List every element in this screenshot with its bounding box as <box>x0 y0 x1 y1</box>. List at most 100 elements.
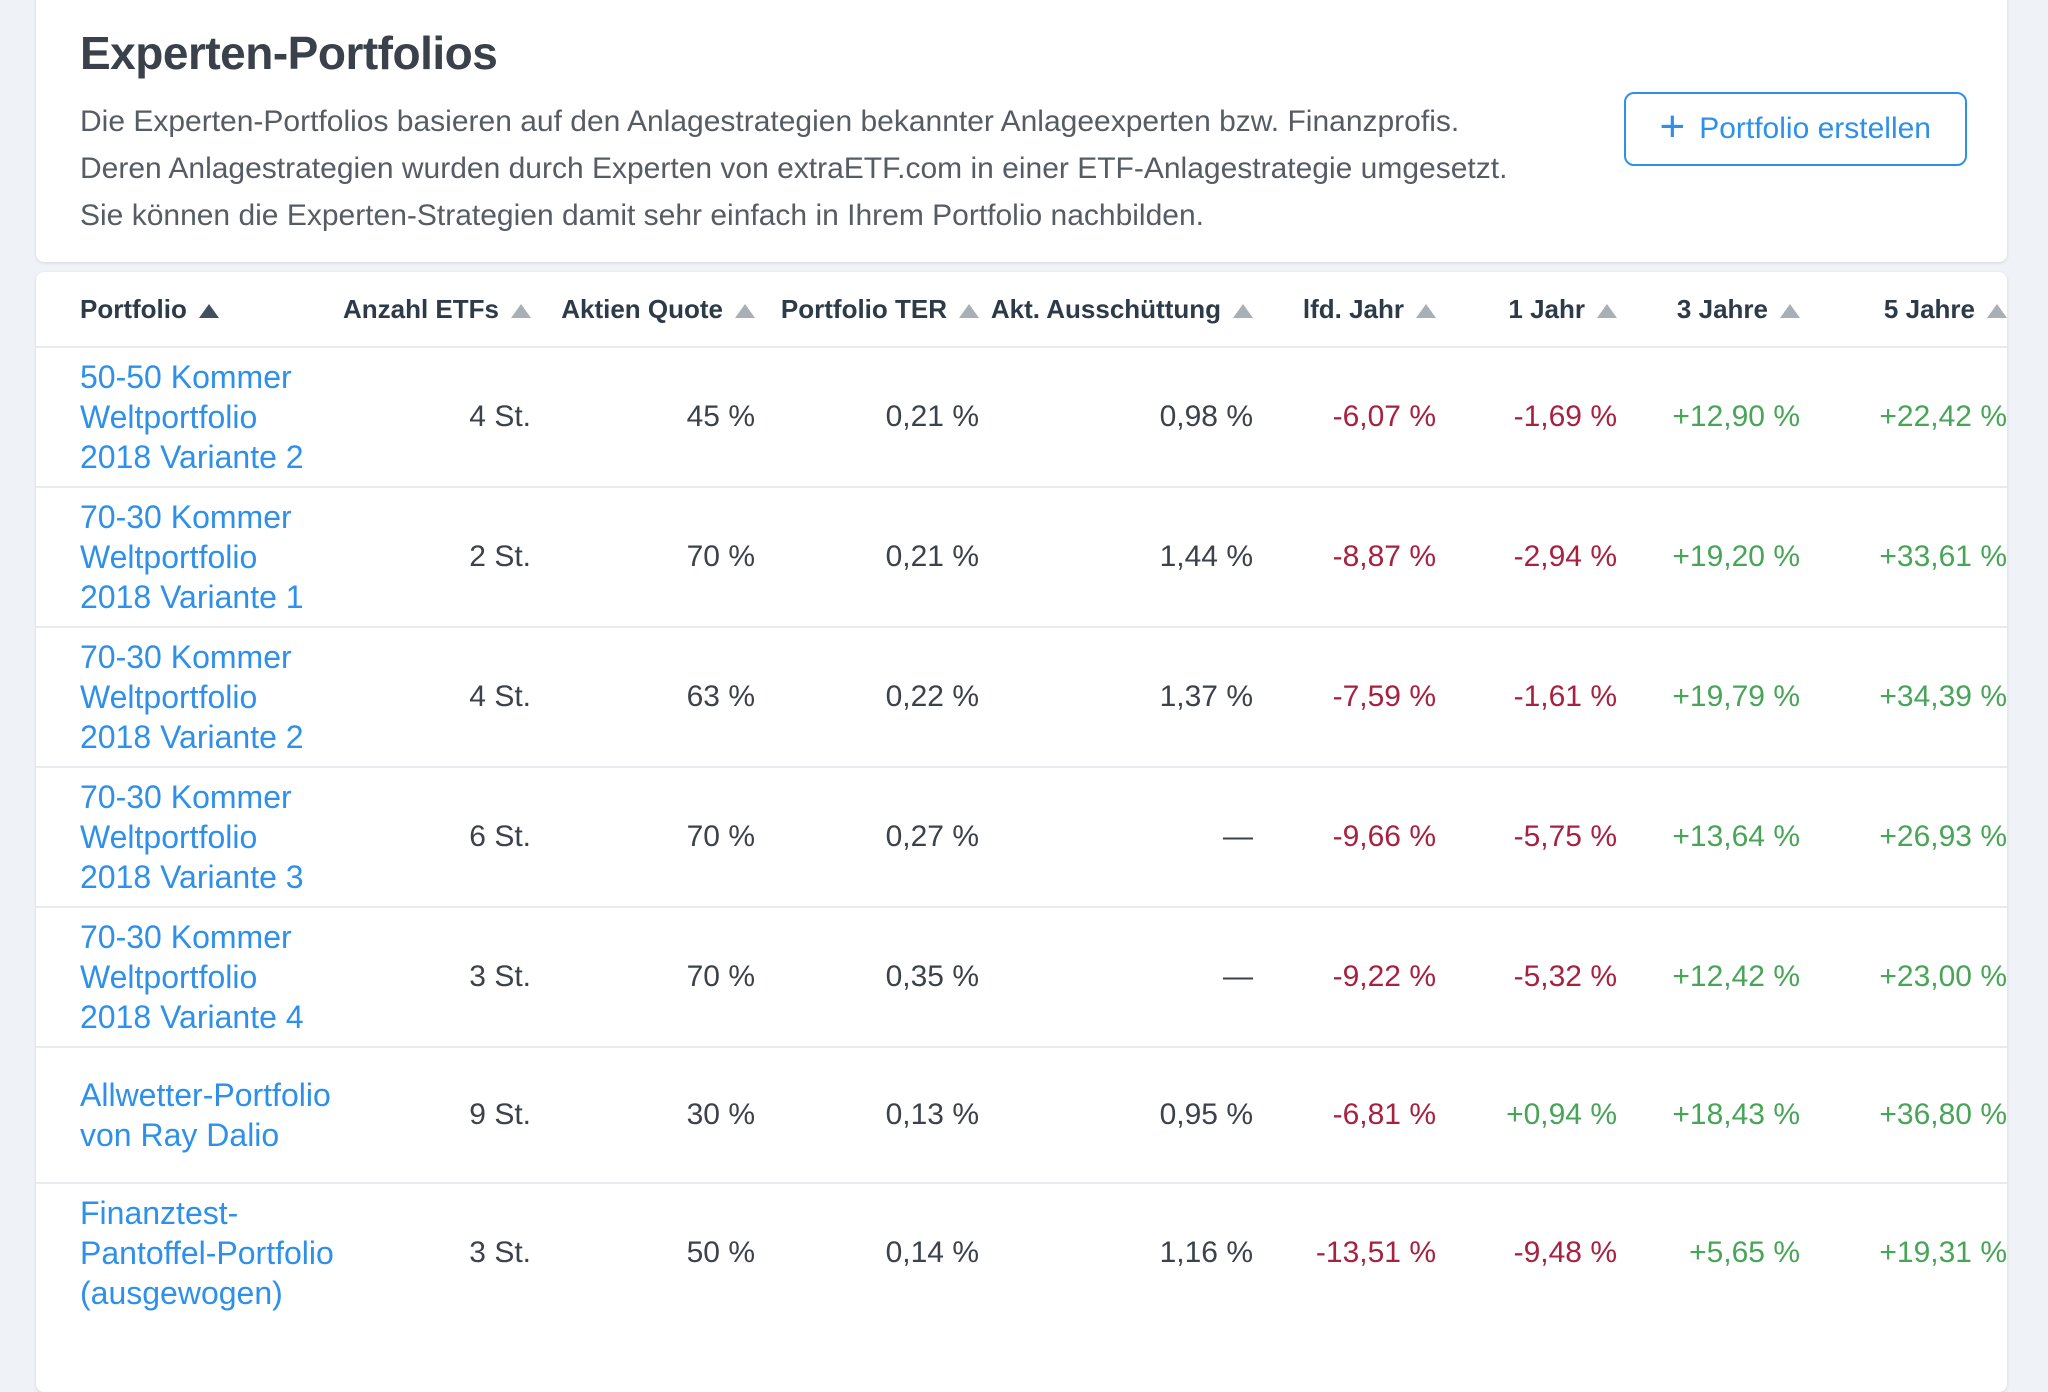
column-portfolio-label: Portfolio <box>80 293 187 324</box>
column-jahre-5[interactable]: 5 Jahre <box>1800 272 2007 347</box>
table-row: 50-50 Kommer Weltportfolio 2018 Variante… <box>36 347 2007 487</box>
jahre-3-cell: +18,43 % <box>1672 1098 1800 1131</box>
sort-asc-icon <box>959 303 979 318</box>
column-jahr-1[interactable]: 1 Jahr <box>1436 272 1617 347</box>
jahr-1-cell: -5,75 % <box>1513 820 1617 853</box>
intro-description-line: Sie können die Experten-Strategien damit… <box>80 199 1204 232</box>
ausschuettung-cell: — <box>1223 820 1253 853</box>
expert-portfolios-table: Portfolio Anzahl ETFs Aktien Quote Portf… <box>36 272 2007 1322</box>
jahr-1-cell: -1,69 % <box>1513 400 1617 433</box>
column-portfolio-ter[interactable]: Portfolio TER <box>755 272 979 347</box>
column-jahre-3[interactable]: 3 Jahre <box>1617 272 1800 347</box>
anzahl-etfs-cell: 2 St. <box>469 540 531 573</box>
portfolio-name-cell: 70-30 Kommer Weltportfolio 2018 Variante… <box>36 487 336 627</box>
sort-asc-icon <box>735 303 755 318</box>
intro-content: Experten-Portfolios Die Experten-Portfol… <box>36 0 2007 262</box>
lfd-jahr-cell: -6,07 % <box>1332 400 1436 433</box>
portfolio-name-cell: 70-30 Kommer Weltportfolio 2018 Variante… <box>36 767 336 907</box>
jahre-3-cell: +5,65 % <box>1689 1236 1800 1269</box>
portfolio-link[interactable]: 70-30 Kommer Weltportfolio 2018 Variante… <box>80 639 304 755</box>
column-akt-ausschuettung[interactable]: Akt. Ausschüttung <box>979 272 1253 347</box>
lfd-jahr-cell: -9,22 % <box>1332 960 1436 993</box>
anzahl-etfs-cell: 4 St. <box>469 680 531 713</box>
sort-asc-icon <box>1416 303 1436 318</box>
page-title: Experten-Portfolios <box>80 27 498 79</box>
lfd-jahr-cell: -9,66 % <box>1332 820 1436 853</box>
intro-description-line: Deren Anlagestrategien wurden durch Expe… <box>80 152 1508 185</box>
anzahl-etfs-cell: 3 St. <box>469 960 531 993</box>
aktien-quote-cell: 70 % <box>686 960 755 993</box>
aktien-quote-cell: 30 % <box>686 1098 755 1131</box>
portfolio-ter-cell: 0,22 % <box>885 680 979 713</box>
jahre-5-cell: +19,31 % <box>1879 1236 2007 1269</box>
column-portfolio-ter-label: Portfolio TER <box>780 293 947 324</box>
sort-asc-icon <box>511 303 531 318</box>
column-anzahl-etfs[interactable]: Anzahl ETFs <box>336 272 531 347</box>
jahre-5-cell: +34,39 % <box>1879 680 2007 713</box>
create-portfolio-button[interactable]: + Portfolio erstellen <box>1623 92 1967 166</box>
create-portfolio-button-label: Portfolio erstellen <box>1699 112 1931 145</box>
jahre-5-cell: +23,00 % <box>1879 960 2007 993</box>
sort-asc-icon <box>198 303 219 318</box>
column-akt-ausschuettung-label: Akt. Ausschüttung <box>990 293 1221 324</box>
column-aktien-quote-label: Aktien Quote <box>561 293 723 324</box>
portfolio-ter-cell: 0,21 % <box>885 400 979 433</box>
jahr-1-cell: -5,32 % <box>1513 960 1617 993</box>
portfolio-link[interactable]: 70-30 Kommer Weltportfolio 2018 Variante… <box>80 779 304 895</box>
anzahl-etfs-cell: 3 St. <box>469 1236 531 1269</box>
lfd-jahr-cell: -6,81 % <box>1332 1098 1436 1131</box>
portfolio-name-cell: Finanztest-Pantoffel-Portfolio (ausgewog… <box>36 1183 336 1322</box>
jahre-5-cell: +36,80 % <box>1879 1098 2007 1131</box>
jahr-1-cell: -1,61 % <box>1513 680 1617 713</box>
jahr-1-cell: -2,94 % <box>1513 540 1617 573</box>
table-row: Finanztest-Pantoffel-Portfolio (ausgewog… <box>36 1183 2007 1322</box>
jahre-3-cell: +12,42 % <box>1672 960 1800 993</box>
sort-asc-icon <box>1987 303 2007 318</box>
column-lfd-jahr[interactable]: lfd. Jahr <box>1253 272 1436 347</box>
jahre-3-cell: +19,20 % <box>1672 540 1800 573</box>
portfolio-link[interactable]: Allwetter-Portfolio von Ray Dalio <box>80 1077 331 1153</box>
portfolio-link[interactable]: 50-50 Kommer Weltportfolio 2018 Variante… <box>80 359 304 475</box>
table-row: 70-30 Kommer Weltportfolio 2018 Variante… <box>36 907 2007 1047</box>
table-row: 70-30 Kommer Weltportfolio 2018 Variante… <box>36 767 2007 907</box>
column-jahre-3-label: 3 Jahre <box>1676 293 1768 324</box>
anzahl-etfs-cell: 4 St. <box>469 400 531 433</box>
column-lfd-jahr-label: lfd. Jahr <box>1302 293 1404 324</box>
jahre-3-cell: +12,90 % <box>1672 400 1800 433</box>
table-row: Allwetter-Portfolio von Ray Dalio 9 St. … <box>36 1047 2007 1183</box>
aktien-quote-cell: 45 % <box>686 400 755 433</box>
jahre-5-cell: +33,61 % <box>1879 540 2007 573</box>
aktien-quote-cell: 63 % <box>686 680 755 713</box>
ausschuettung-cell: — <box>1223 960 1253 993</box>
lfd-jahr-cell: -8,87 % <box>1332 540 1436 573</box>
portfolio-link[interactable]: Finanztest-Pantoffel-Portfolio (ausgewog… <box>80 1195 334 1311</box>
column-aktien-quote[interactable]: Aktien Quote <box>531 272 755 347</box>
plus-icon: + <box>1659 102 1686 151</box>
column-portfolio[interactable]: Portfolio <box>36 272 336 347</box>
jahre-5-cell: +22,42 % <box>1879 400 2007 433</box>
jahr-1-cell: +0,94 % <box>1506 1098 1617 1131</box>
table-header-row: Portfolio Anzahl ETFs Aktien Quote Portf… <box>36 272 2007 347</box>
portfolio-link[interactable]: 70-30 Kommer Weltportfolio 2018 Variante… <box>80 919 304 1035</box>
jahre-5-cell: +26,93 % <box>1879 820 2007 853</box>
portfolio-name-cell: Allwetter-Portfolio von Ray Dalio <box>36 1047 336 1183</box>
portfolio-name-cell: 70-30 Kommer Weltportfolio 2018 Variante… <box>36 907 336 1047</box>
portfolio-ter-cell: 0,13 % <box>885 1098 979 1131</box>
portfolio-link[interactable]: 70-30 Kommer Weltportfolio 2018 Variante… <box>80 499 304 615</box>
ausschuettung-cell: 0,98 % <box>1159 400 1253 433</box>
table-row: 70-30 Kommer Weltportfolio 2018 Variante… <box>36 487 2007 627</box>
aktien-quote-cell: 70 % <box>686 540 755 573</box>
sort-asc-icon <box>1597 303 1617 318</box>
ausschuettung-cell: 1,37 % <box>1159 680 1253 713</box>
anzahl-etfs-cell: 6 St. <box>469 820 531 853</box>
portfolio-name-cell: 70-30 Kommer Weltportfolio 2018 Variante… <box>36 627 336 767</box>
ausschuettung-cell: 1,44 % <box>1159 540 1253 573</box>
table-row: 70-30 Kommer Weltportfolio 2018 Variante… <box>36 627 2007 767</box>
column-jahre-5-label: 5 Jahre <box>1883 293 1975 324</box>
portfolio-ter-cell: 0,27 % <box>885 820 979 853</box>
aktien-quote-cell: 70 % <box>686 820 755 853</box>
jahre-3-cell: +19,79 % <box>1672 680 1800 713</box>
jahre-3-cell: +13,64 % <box>1672 820 1800 853</box>
intro-description-line: Die Experten-Portfolios basieren auf den… <box>80 105 1460 138</box>
portfolio-ter-cell: 0,14 % <box>885 1236 979 1269</box>
